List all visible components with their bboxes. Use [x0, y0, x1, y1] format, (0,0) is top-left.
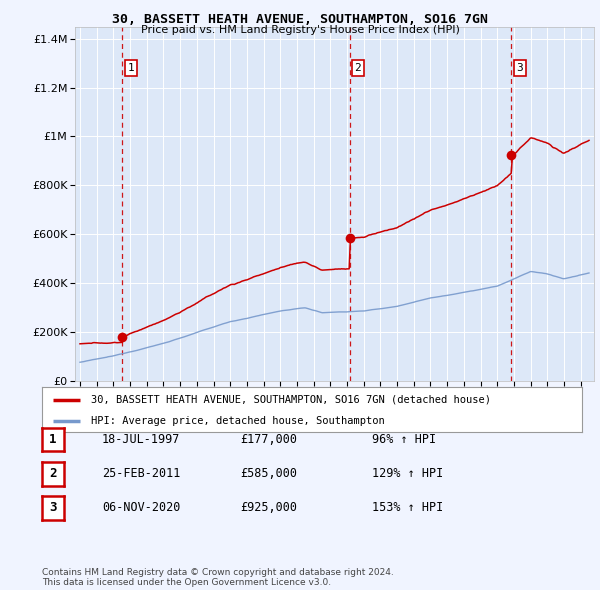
Text: 2: 2 [49, 467, 56, 480]
Text: 06-NOV-2020: 06-NOV-2020 [102, 502, 181, 514]
Text: 1: 1 [127, 63, 134, 73]
Text: 3: 3 [517, 63, 523, 73]
Text: £177,000: £177,000 [240, 433, 297, 446]
Text: 96% ↑ HPI: 96% ↑ HPI [372, 433, 436, 446]
Text: 2: 2 [355, 63, 361, 73]
Text: £925,000: £925,000 [240, 502, 297, 514]
Text: Contains HM Land Registry data © Crown copyright and database right 2024.
This d: Contains HM Land Registry data © Crown c… [42, 568, 394, 587]
Text: Price paid vs. HM Land Registry's House Price Index (HPI): Price paid vs. HM Land Registry's House … [140, 25, 460, 35]
Text: 1: 1 [49, 433, 56, 446]
Text: 25-FEB-2011: 25-FEB-2011 [102, 467, 181, 480]
Text: 153% ↑ HPI: 153% ↑ HPI [372, 502, 443, 514]
Text: 129% ↑ HPI: 129% ↑ HPI [372, 467, 443, 480]
Text: £585,000: £585,000 [240, 467, 297, 480]
Text: 30, BASSETT HEATH AVENUE, SOUTHAMPTON, SO16 7GN (detached house): 30, BASSETT HEATH AVENUE, SOUTHAMPTON, S… [91, 395, 491, 405]
Text: HPI: Average price, detached house, Southampton: HPI: Average price, detached house, Sout… [91, 416, 385, 425]
Text: 30, BASSETT HEATH AVENUE, SOUTHAMPTON, SO16 7GN: 30, BASSETT HEATH AVENUE, SOUTHAMPTON, S… [112, 13, 488, 26]
Text: 18-JUL-1997: 18-JUL-1997 [102, 433, 181, 446]
Text: 3: 3 [49, 502, 56, 514]
